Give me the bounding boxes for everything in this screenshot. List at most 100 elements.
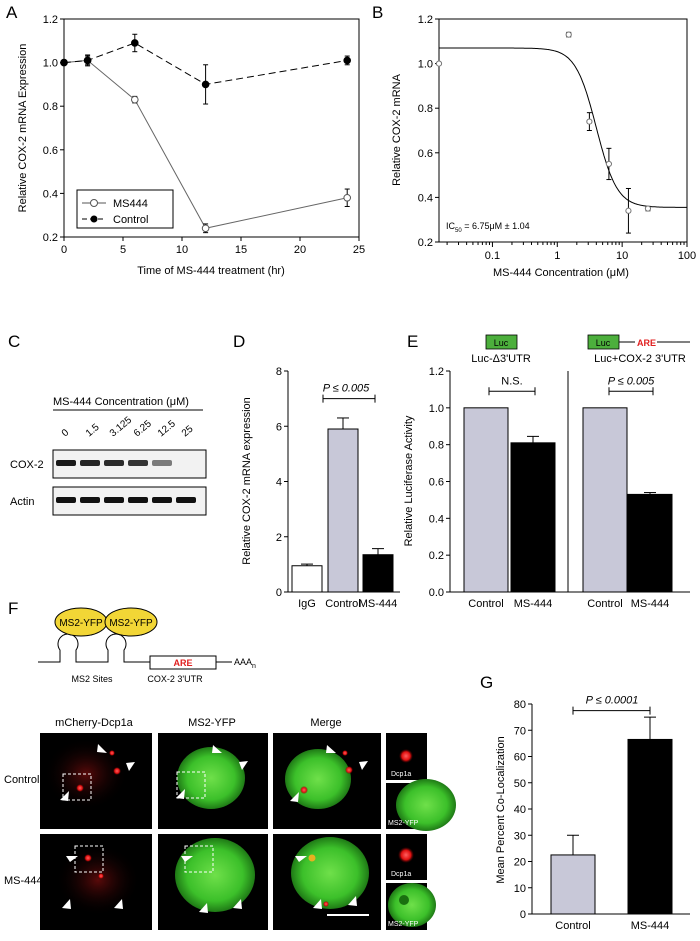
svg-text:Luc: Luc (596, 338, 611, 348)
g-sig-label: P ≤ 0.0001 (586, 695, 639, 707)
e-bar (582, 407, 628, 593)
panel-g-chart: 0 10 20 30 40 50 60 70 80 Control MS-444 Mean Per… (495, 695, 690, 932)
panel-letter-c: C (8, 332, 20, 351)
g-y-tick-label: 60 (514, 752, 526, 764)
d-category-label: IgG (298, 598, 316, 610)
d-y-tick-label: 0 (276, 587, 282, 599)
blot-band-actin (128, 497, 148, 503)
panel-a-x-axis-label: Time of MS-444 treatment (hr) (137, 265, 285, 277)
blot-band-cox2 (104, 460, 124, 466)
a-y-tick-label: 0.4 (43, 188, 58, 200)
b-data-point (586, 118, 593, 125)
blot-lane-label: 12.5 (156, 418, 178, 439)
e-category-label: MS-444 (631, 598, 670, 610)
a-y-tick-label: 0.2 (43, 232, 58, 244)
d-category-label: MS-444 (359, 598, 398, 610)
b-y-tick-label: 0.8 (418, 103, 433, 115)
b-x-tick-label: 0.1 (485, 250, 500, 262)
blot-band-actin (80, 497, 100, 503)
panel-letter-f: F (8, 599, 18, 618)
panel-f-microscopy: mCherry-Dcp1a MS2-YFP Merge Control MS-4… (4, 717, 456, 930)
d-y-tick-label: 4 (276, 477, 282, 489)
panel-f-diagram: MS2-YFP MS2-YFP ARE AAAn MS2 Sites COX-2… (38, 607, 256, 684)
a-data-point (60, 58, 68, 67)
b-y-tick-label: 1.2 (418, 14, 433, 26)
a-data-point (201, 224, 210, 233)
blot-lane-label: 0 (60, 427, 72, 439)
poly-a-tail: AAAn (234, 657, 256, 670)
e-sig-label: P ≤ 0.005 (608, 375, 655, 387)
panel-letter-d: D (233, 332, 245, 351)
column-label-ms2yfp: MS2-YFP (188, 717, 236, 729)
g-y-tick-label: 50 (514, 778, 526, 790)
a-x-tick-label: 10 (176, 244, 188, 256)
a-x-tick-label: 20 (294, 244, 306, 256)
column-label-mcherry: mCherry-Dcp1a (55, 717, 134, 729)
panel-a-y-axis-label: Relative COX-2 mRNA Expression (17, 44, 29, 213)
g-category-label: MS-444 (631, 920, 670, 932)
a-y-tick-label: 0.6 (43, 145, 58, 157)
e-category-label: Control (468, 598, 503, 610)
g-bar (627, 738, 673, 915)
construct-right-label: Luc+COX-2 3'UTR (594, 353, 686, 365)
g-category-label: Control (555, 920, 590, 932)
blot-band-actin (152, 497, 172, 503)
svg-text:Dcp1a: Dcp1a (391, 871, 411, 878)
e-y-tick-label: 0.8 (429, 440, 444, 452)
construct-left: Luc Luc-Δ3'UTR (471, 334, 531, 365)
panel-letter-b: B (372, 3, 383, 22)
blot-band-cox2 (56, 460, 76, 466)
e-y-tick-label: 0.6 (429, 477, 444, 489)
b-y-tick-label: 1.0 (418, 59, 433, 71)
a-data-point (131, 95, 139, 104)
g-bar (550, 854, 596, 915)
e-y-tick-label: 0.0 (429, 587, 444, 599)
e-y-tick-label: 1.0 (429, 403, 444, 415)
panel-e-chart: Luc Luc-Δ3'UTR Luc ARE Luc+COX-2 3'UTR 0… (403, 334, 690, 610)
d-sig-label: P ≤ 0.005 (323, 383, 370, 395)
d-y-tick-label: 8 (276, 366, 282, 378)
g-y-tick-label: 70 (514, 725, 526, 737)
panel-b-plot-frame (438, 18, 688, 243)
column-label-merge: Merge (310, 717, 341, 729)
panel-letter-g: G (480, 673, 493, 692)
construct-right-are: ARE (637, 338, 656, 348)
panel-d-y-axis-label: Relative COX-2 mRNA expression (241, 397, 253, 565)
d-bar (327, 428, 359, 593)
a-x-tick-label: 25 (353, 244, 365, 256)
a-y-tick-label: 1.0 (43, 58, 58, 70)
blot-lane-label: 6.25 (132, 418, 154, 439)
blot-band-actin (56, 497, 76, 503)
b-x-tick-label: 100 (678, 250, 696, 262)
blot-band-cox2 (128, 460, 148, 466)
ms2-sites-label: MS2 Sites (71, 674, 113, 684)
a-x-tick-label: 15 (235, 244, 247, 256)
panel-e-y-axis-label: Relative Luciferase Activity (403, 415, 415, 546)
a-data-point (131, 39, 139, 47)
legend-control: Control (113, 214, 148, 226)
e-y-tick-label: 0.4 (429, 513, 444, 525)
b-data-point (605, 160, 613, 168)
panel-a-plot-frame (63, 18, 360, 238)
e-sig-label: N.S. (501, 375, 522, 387)
a-x-tick-label: 0 (61, 244, 67, 256)
blot-lane-label: 1.5 (84, 422, 102, 440)
panel-c-header: MS-444 Concentration (μM) (53, 396, 189, 408)
e-category-label: Control (587, 598, 622, 610)
g-y-tick-label: 40 (514, 804, 526, 816)
d-bar (362, 554, 394, 593)
construct-right: Luc ARE Luc+COX-2 3'UTR (587, 334, 690, 365)
utr-are-label: ARE (173, 658, 192, 668)
panel-b-ic50-annotation: IC50 = 6.75μM ± 1.04 (446, 221, 530, 234)
blot-lane-label: 25 (180, 423, 196, 439)
svg-text:MS2-YFP: MS2-YFP (388, 921, 419, 928)
a-x-tick-label: 5 (120, 244, 126, 256)
svg-text:MS2-YFP: MS2-YFP (388, 820, 419, 827)
b-fit-curve (439, 47, 687, 208)
b-y-tick-label: 0.2 (418, 237, 433, 249)
e-y-tick-label: 1.2 (429, 366, 444, 378)
blot-band-cox2 (80, 460, 100, 466)
